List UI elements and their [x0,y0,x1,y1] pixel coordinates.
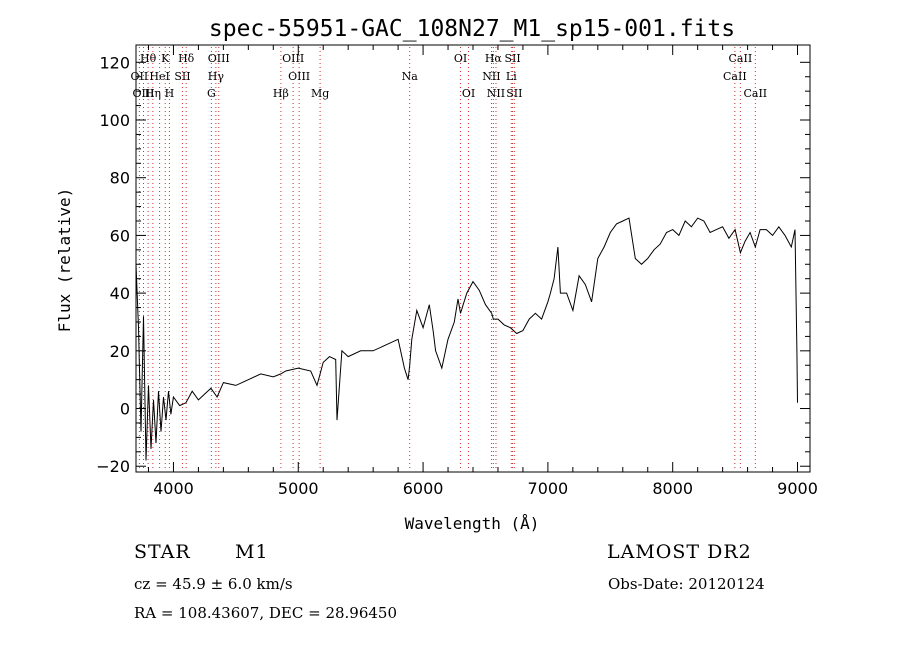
y-tick-label: 40 [110,284,130,303]
spectral-line-label: CaII [743,87,767,100]
spectral-line-label: NII [482,70,500,83]
y-tick-label: 80 [110,169,130,188]
object-subclass: M1 [235,541,269,563]
spectrum-line [135,217,798,461]
y-tick-label: −20 [96,457,130,476]
spectral-line-label: Hα [485,52,503,65]
x-tick-label: 8000 [652,479,693,498]
spectral-line-label: CaII [723,70,747,83]
survey-name: LAMOST DR2 [607,541,752,563]
coordinates: RA = 108.43607, DEC = 28.96450 [134,604,398,622]
spectral-line-label: K [161,52,170,65]
y-tick-label: 120 [99,53,130,72]
spectral-line-label: Mg [311,87,329,100]
spectral-line-label: SII [506,87,522,100]
x-tick-label: 4000 [153,479,194,498]
spectral-line-label: G [207,87,216,100]
spectral-line-markers [138,47,756,470]
spectral-line-label: CaII [729,52,753,65]
spectral-line-label: OIII [132,87,154,100]
spectral-line-label: OI [454,52,467,65]
observation-date: Obs-Date: 20120124 [608,575,765,593]
spectral-line-label: NII [487,87,505,100]
object-class: STAR [134,541,191,563]
y-tick-label: 20 [110,342,130,361]
spectral-line-label: OIII [208,52,230,65]
x-axis-ticks: 4000 5000 6000 7000 8000 9000 [147,45,818,498]
x-tick-label: 9000 [777,479,818,498]
y-axis-label: Flux (relative) [55,188,74,333]
y-tick-label: 0 [120,400,130,419]
spectral-line-label: Li [506,70,517,83]
spectral-line-label: OIII [282,52,304,65]
redshift-cz: cz = 45.9 ± 6.0 km/s [134,575,293,593]
spectral-line-label: Na [402,70,419,83]
spectral-line-label: HeI [149,70,169,83]
chart-title: spec-55951-GAC_108N27_M1_sp15-001.fits [209,16,735,42]
y-tick-label: 60 [110,226,130,245]
x-axis-label: Wavelength (Å) [405,514,540,533]
spectral-line-label: Hθ [140,52,157,65]
spectral-line-label: Hβ [273,87,289,100]
y-tick-label: 100 [99,111,130,130]
spectral-line-label: Hη [145,87,161,100]
x-tick-label: 5000 [278,479,319,498]
spectral-line-label: Hδ [178,52,195,65]
spectral-line-label: OI [462,87,475,100]
spectral-line-label: Hγ [208,70,225,83]
spectral-line-label: SII [504,52,520,65]
spectral-line-label: SII [174,70,190,83]
y-axis-ticks: −20 0 20 40 60 80 100 120 [96,53,810,476]
spectral-line-label: H [165,87,175,100]
spectral-line-label: OIII [288,70,310,83]
x-tick-label: 6000 [403,479,444,498]
x-tick-label: 7000 [528,479,569,498]
plot-frame [135,44,811,473]
